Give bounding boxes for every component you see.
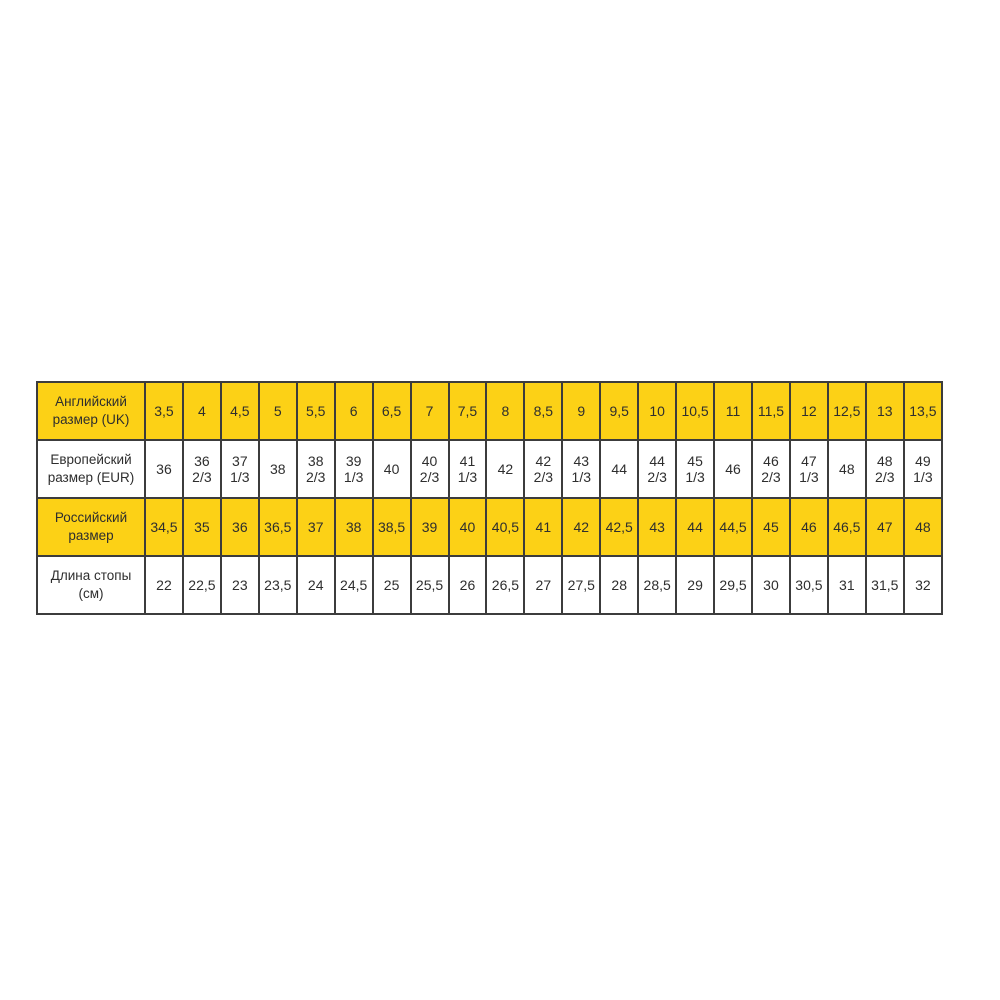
table-cell: 38,5 [371, 497, 412, 557]
table-cell: 32 [902, 555, 944, 615]
row-header: Английский размер (UK) [36, 381, 146, 441]
table-cell: 9 [561, 381, 602, 441]
table-cell: 6,5 [371, 381, 412, 441]
table-cell: 36 [144, 439, 184, 499]
table-cell: 40 [371, 439, 412, 499]
table-cell: 10,5 [675, 381, 716, 441]
table-cell: 13 [864, 381, 905, 441]
table-cell: 46 2/3 [751, 439, 791, 499]
table-cell: 4,5 [219, 381, 260, 441]
table-cell: 42 2/3 [523, 439, 564, 499]
table-cell: 48 [826, 439, 867, 499]
table-cell: 31 [826, 555, 867, 615]
table-row: Длина стопы (см) 22 22,5 23 23,5 24 24,5 25 25,5… [36, 555, 944, 615]
table-cell: 48 2/3 [864, 439, 905, 499]
table-cell: 10 [637, 381, 678, 441]
table-cell: 27,5 [561, 555, 602, 615]
table-cell: 44 [675, 497, 716, 557]
table-cell: 49 1/3 [902, 439, 944, 499]
table-cell: 7,5 [447, 381, 488, 441]
table-cell: 12 [788, 381, 829, 441]
table-cell: 26 [447, 555, 488, 615]
table-cell: 38 2/3 [295, 439, 336, 499]
table-cell: 22,5 [181, 555, 222, 615]
table-cell: 11,5 [751, 381, 791, 441]
table-cell: 38 [257, 439, 298, 499]
table-cell: 36,5 [257, 497, 298, 557]
table-cell: 47 1/3 [788, 439, 829, 499]
table-cell: 41 [523, 497, 564, 557]
table-cell: 23,5 [257, 555, 298, 615]
table-cell: 46 [713, 439, 753, 499]
table-row: Английский размер (UK) 3,5 4 4,5 5 5,5 6 6,5 7 7,… [36, 381, 944, 441]
row-header: Европейский размер (EUR) [36, 439, 146, 499]
table-cell: 44,5 [713, 497, 753, 557]
table-cell: 26,5 [485, 555, 526, 615]
table-cell: 30,5 [788, 555, 829, 615]
table-cell: 12,5 [826, 381, 867, 441]
table-cell: 27 [523, 555, 564, 615]
table-cell: 8 [485, 381, 526, 441]
table-cell: 45 [751, 497, 791, 557]
table-cell: 40,5 [485, 497, 526, 557]
table-row: Российский размер 34,5 35 36 36,5 37 38 38,5 39 4… [36, 497, 944, 557]
table-cell: 37 [295, 497, 336, 557]
table-cell: 39 1/3 [333, 439, 374, 499]
table-cell: 34,5 [144, 497, 184, 557]
table-cell: 28 [599, 555, 640, 615]
table-cell: 43 [637, 497, 678, 557]
table-cell: 13,5 [902, 381, 944, 441]
table-cell: 25,5 [409, 555, 450, 615]
table-cell: 44 [599, 439, 640, 499]
table-cell: 40 2/3 [409, 439, 450, 499]
table-cell: 9,5 [599, 381, 640, 441]
table-cell: 24 [295, 555, 336, 615]
table-cell: 46 [788, 497, 829, 557]
table-cell: 45 1/3 [675, 439, 716, 499]
table-cell: 43 1/3 [561, 439, 602, 499]
table-cell: 38 [333, 497, 374, 557]
table-cell: 44 2/3 [637, 439, 678, 499]
table-cell: 11 [713, 381, 753, 441]
table-cell: 23 [219, 555, 260, 615]
table-cell: 3,5 [144, 381, 184, 441]
row-header: Длина стопы (см) [36, 555, 146, 615]
table-cell: 6 [333, 381, 374, 441]
size-conversion-table-body: Английский размер (UK) 3,5 4 4,5 5 5,5 6 6,5 7 7,… [36, 381, 944, 615]
table-cell: 28,5 [637, 555, 678, 615]
table-cell: 4 [181, 381, 222, 441]
row-header: Российский размер [36, 497, 146, 557]
table-cell: 29 [675, 555, 716, 615]
table-cell: 31,5 [864, 555, 905, 615]
table-cell: 37 1/3 [219, 439, 260, 499]
table-cell: 41 1/3 [447, 439, 488, 499]
table-cell: 5,5 [295, 381, 336, 441]
table-cell: 29,5 [713, 555, 753, 615]
table-cell: 42 [561, 497, 602, 557]
table-cell: 40 [447, 497, 488, 557]
table-cell: 25 [371, 555, 412, 615]
table-cell: 8,5 [523, 381, 564, 441]
table-cell: 7 [409, 381, 450, 441]
table-cell: 48 [902, 497, 944, 557]
table-cell: 42,5 [599, 497, 640, 557]
size-conversion-table: Английский размер (UK) 3,5 4 4,5 5 5,5 6 6,5 7 7,… [36, 381, 944, 615]
table-cell: 39 [409, 497, 450, 557]
table-cell: 36 2/3 [181, 439, 222, 499]
table-cell: 35 [181, 497, 222, 557]
table-cell: 5 [257, 381, 298, 441]
table-cell: 30 [751, 555, 791, 615]
table-cell: 42 [485, 439, 526, 499]
table-cell: 22 [144, 555, 184, 615]
table-cell: 36 [219, 497, 260, 557]
table-cell: 46,5 [826, 497, 867, 557]
table-cell: 24,5 [333, 555, 374, 615]
table-row: Европейский размер (EUR) 36 36 2/3 37 1/3 38… [36, 439, 944, 499]
table-cell: 47 [864, 497, 905, 557]
